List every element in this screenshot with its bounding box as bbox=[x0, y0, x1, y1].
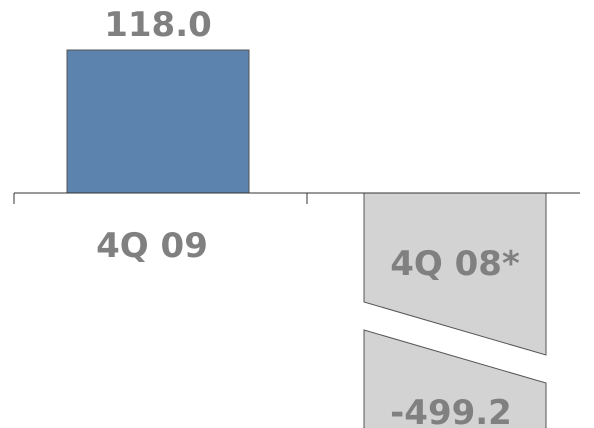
bars-layer bbox=[66, 49, 547, 428]
labels-layer: 118.0 4Q 09 4Q 08* -499.2 bbox=[96, 5, 520, 428]
data-label-0: 118.0 bbox=[104, 5, 212, 45]
category-label-1: 4Q 08* bbox=[390, 244, 520, 284]
bar-4q-09 bbox=[66, 49, 250, 194]
category-label-0: 4Q 09 bbox=[96, 226, 208, 266]
data-label-1: -499.2 bbox=[390, 393, 512, 428]
bar-4q-08-lower bbox=[363, 329, 547, 428]
